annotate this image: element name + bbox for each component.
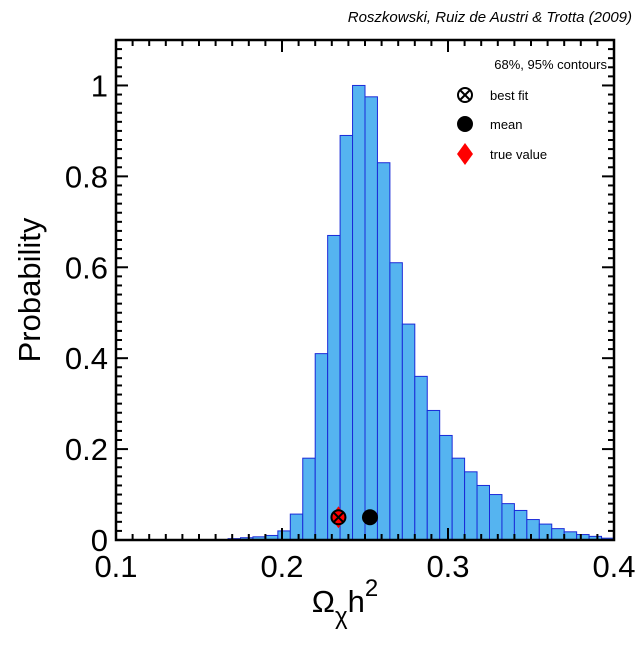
histogram-bar [513,509,528,541]
histogram-bar [327,234,341,541]
histogram-bar [526,519,540,541]
histogram-bar [401,323,416,541]
plot-frame [114,38,616,542]
histogram-bar [439,434,453,541]
x-tick-label: 0.3 [426,549,469,584]
y-tick-label: 0 [91,523,108,558]
histogram-bar [314,353,329,541]
x-tick-label: 0.1 [94,549,137,584]
histogram-bar [538,523,553,541]
legend-label-mean: mean [490,117,523,132]
best-fit-cross [332,511,345,523]
histogram-bar [426,409,441,541]
y-tick-label: 1 [91,68,108,103]
point-markers [330,506,378,529]
legend-header: 68%, 95% contours [494,57,607,72]
histogram-bar [352,84,366,541]
best-fit-marker [330,509,347,526]
legend: 68%, 95% contours best fit mean true val… [457,57,608,165]
best-fit-circle [330,509,347,526]
legend-true-value-icon [457,143,473,165]
y-tick-label: 0.4 [65,341,108,376]
histogram-bars [227,84,615,541]
mean-marker [361,509,378,526]
x-label-h: h [348,584,365,619]
tick-labels: 0.1 0.2 0.3 0.4 0 0.2 0.4 0.6 0.8 1 [65,68,636,584]
histogram-bar [277,530,291,541]
histogram-bar [551,528,565,541]
x-tick-label: 0.2 [260,549,303,584]
x-tick-label: 0.4 [592,549,635,584]
histogram-bar [476,484,490,541]
histogram-bar [389,262,403,541]
histogram-bar [501,503,515,541]
histogram-bar [464,471,478,541]
histogram-bar [364,96,378,541]
histogram-bar [414,375,428,541]
histogram-bar [302,457,316,541]
legend-label-true-value: true value [490,147,547,162]
histogram-bar [376,162,391,541]
histogram-bar [451,457,466,541]
y-tick-label: 0.2 [65,432,108,467]
y-axis-label: Probability [12,217,47,362]
x-axis-label: Ωχh2 [312,575,378,630]
x-label-omega: Ω [312,584,335,619]
legend-label-best-fit: best fit [490,88,529,103]
y-tick-label: 0.8 [65,159,108,194]
legend-mean-icon [457,116,473,132]
x-label-superscript: 2 [365,575,378,602]
attribution-text: Roszkowski, Ruiz de Austri & Trotta (200… [348,9,632,26]
legend-best-fit-icon [457,87,473,103]
y-tick-label: 0.6 [65,250,108,285]
histogram-bar [289,513,304,541]
histogram-bar [489,494,503,541]
histogram-bar [339,134,354,541]
x-label-subscript: χ [335,603,348,630]
